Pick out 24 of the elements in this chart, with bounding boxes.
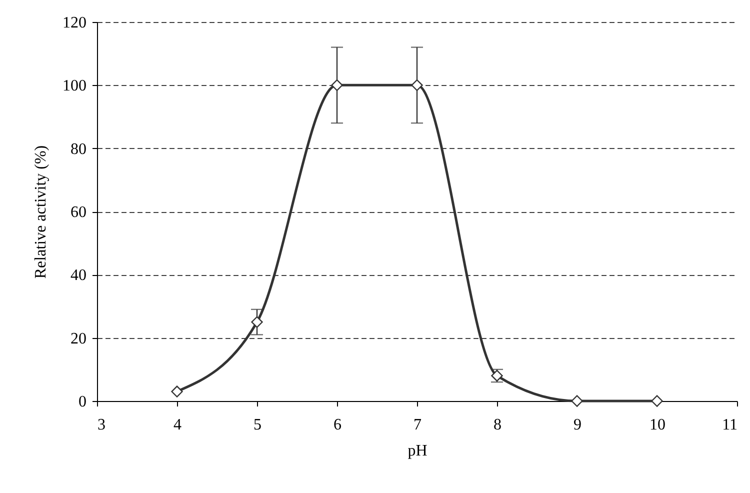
x-tick-label: 3 <box>98 416 106 434</box>
x-tick-label: 7 <box>414 416 422 434</box>
x-tick-label: 8 <box>494 416 502 434</box>
y-axis-title: Relative activity (%) <box>32 145 50 279</box>
y-tick-label: 20 <box>70 330 86 348</box>
y-tick-label: 60 <box>70 204 86 221</box>
point <box>331 79 343 92</box>
y-tick-label: 0 <box>78 394 86 410</box>
y-tick-label: 100 <box>62 78 86 95</box>
x-tick-label: 10 <box>650 416 666 434</box>
y-tick-label: 120 <box>62 14 86 32</box>
x-tick-label: 4 <box>174 416 182 434</box>
point <box>171 386 183 398</box>
point <box>651 395 663 407</box>
point <box>571 395 583 407</box>
point <box>411 79 423 92</box>
x-tick-label: 5 <box>254 416 262 434</box>
y-tick-label: 40 <box>70 267 86 284</box>
point <box>251 316 263 328</box>
x-tick-label: 11 <box>722 416 738 434</box>
x-tick-label: 9 <box>574 416 582 434</box>
y-tick-label: 80 <box>70 140 86 158</box>
x-axis-title: pH <box>408 442 428 460</box>
x-tick-label: 6 <box>334 416 342 434</box>
